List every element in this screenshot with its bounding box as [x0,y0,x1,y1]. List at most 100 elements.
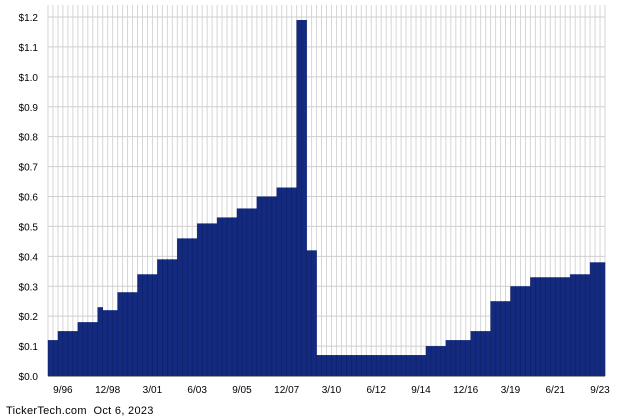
bar [545,277,551,376]
bar [500,301,506,376]
bar [251,208,258,376]
bar [490,301,496,376]
bar [455,340,462,376]
bar [510,286,516,376]
bar [381,355,387,376]
y-tick-label: $0.2 [19,312,39,323]
y-tick-label: $0.3 [19,282,39,293]
bar [97,307,104,376]
bar [411,355,417,376]
y-tick-label: $1.0 [19,73,39,84]
y-tick-label: $0.0 [19,372,39,383]
bar [341,355,347,376]
bar [92,322,99,376]
bar [311,250,317,376]
bar [236,208,243,376]
bar [361,355,367,376]
bar [286,187,292,376]
x-tick-label: 6/12 [366,385,386,396]
y-tick-label: $0.9 [19,103,39,114]
bar [217,217,223,376]
bar [187,238,193,376]
bar [575,274,581,376]
bar [495,301,501,376]
bar [430,346,437,376]
bar [271,196,278,376]
x-tick-label: 9/96 [53,385,73,396]
x-tick-label: 3/01 [143,385,163,396]
bar [261,196,268,376]
y-tick-label: $0.1 [19,342,39,353]
bar [580,274,586,376]
bar [87,322,94,376]
x-tick-label: 12/16 [453,385,478,396]
bar [197,223,203,376]
bar [316,355,322,376]
bar [585,274,591,376]
bar [167,259,173,376]
bar [351,355,357,376]
bar [241,208,248,376]
bar [435,346,442,376]
bar [515,286,521,376]
bar [460,340,467,376]
bar [112,310,118,376]
bar [202,223,208,376]
bar [157,259,163,376]
bar [425,346,432,376]
bar [107,310,113,376]
bar [600,262,606,376]
bar [127,292,133,376]
bar [505,301,511,376]
bar [465,340,472,376]
bar [396,355,402,376]
bar [57,331,64,376]
bar [595,262,601,376]
bar [406,355,412,376]
bar [470,331,476,376]
bar [550,277,556,376]
bar [306,250,312,376]
bar [291,187,297,376]
y-tick-label: $0.5 [19,222,39,233]
bar [475,331,481,376]
x-tick-label: 12/07 [274,385,299,396]
x-tick-label: 12/98 [95,385,120,396]
bar [346,355,352,376]
footer-source: TickerTech.com [6,405,87,417]
bar [147,274,153,376]
bar [172,259,178,376]
bar [485,331,491,376]
bar [565,277,571,376]
bar [256,196,263,376]
bar [281,187,288,376]
bars [47,19,606,376]
bar [132,292,138,376]
bar [266,196,273,376]
bar [162,259,168,376]
y-tick-label: $0.7 [19,163,39,174]
bar [555,277,561,376]
x-tick-label: 6/21 [546,385,566,396]
bar [376,355,382,376]
bar [386,355,392,376]
bar [590,262,596,376]
bar [535,277,541,376]
bar [222,217,228,376]
bar [276,187,283,376]
bar [450,340,457,376]
bar [416,355,422,376]
x-tick-label: 9/05 [232,385,252,396]
bar [331,355,337,376]
bar [560,277,566,376]
bar [336,355,342,376]
bar [366,355,372,376]
bar [232,217,238,376]
bar [137,274,143,376]
x-tick-label: 9/14 [411,385,431,396]
bar [391,355,397,376]
bar [177,238,183,376]
bar [82,322,89,376]
bar [62,331,69,376]
y-tick-label: $1.1 [19,43,39,54]
